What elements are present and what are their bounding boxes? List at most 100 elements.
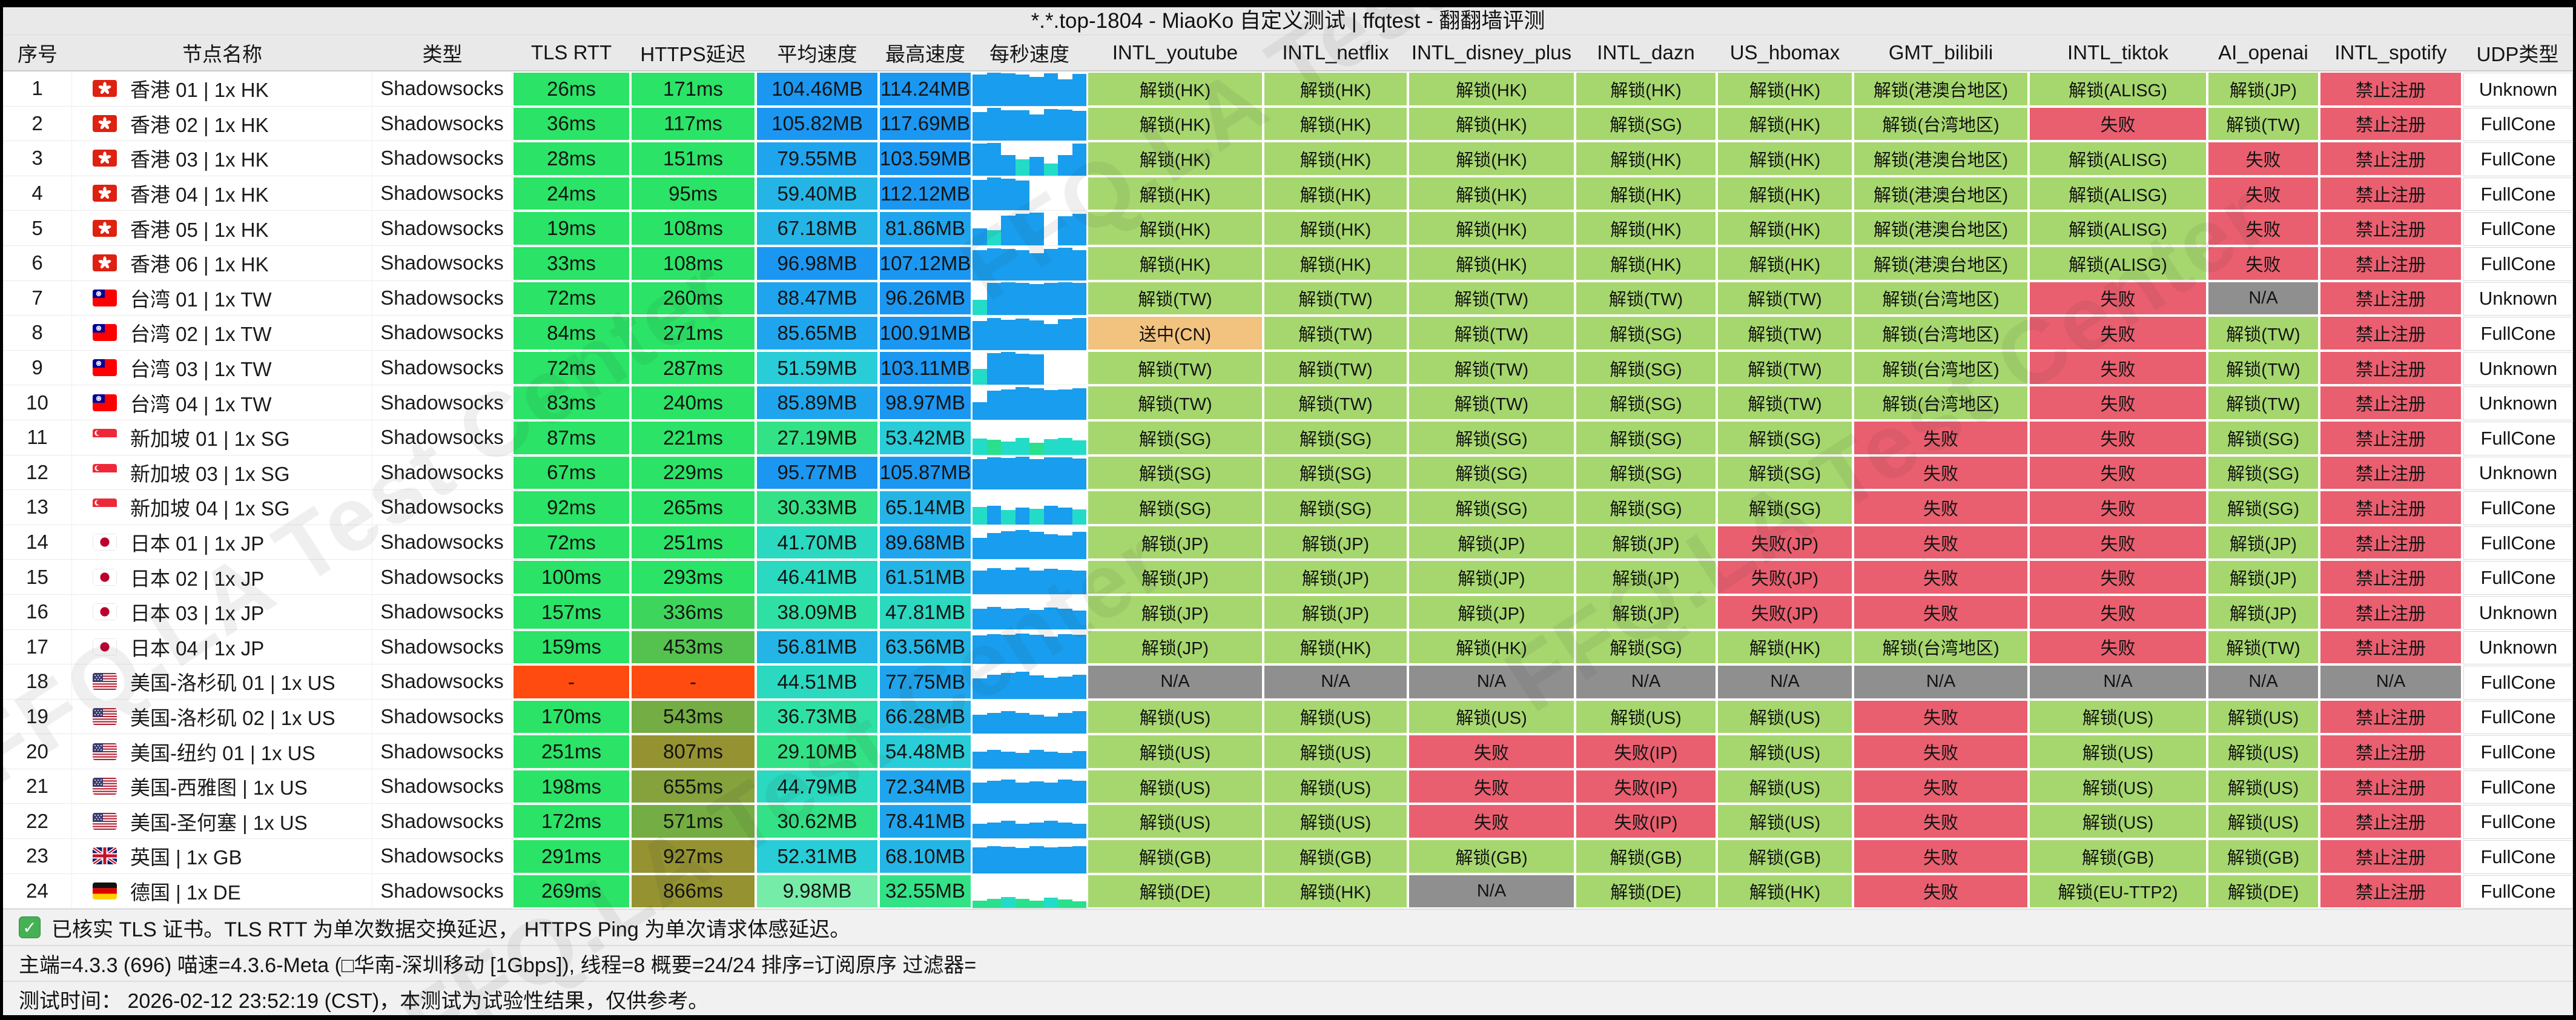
table-row: 23 英国 | 1x GB Shadowsocks 291ms 927ms 52.31MB… [3,839,2573,874]
flag-icon-jp [93,568,117,586]
node-name-cell: 美国-洛杉矶 02 | 1x US [72,699,372,735]
flag-icon-us [93,812,117,830]
unlock-status-disney: 解锁(HK) [1409,107,1574,141]
flag-icon-hk [93,185,117,202]
unlock-cell-spotify: 禁止注册 [2319,107,2462,142]
sparkline-bar [973,250,987,280]
unlock-cell-disney: 解锁(TW) [1408,385,1575,420]
unlock-cell-tiktok: 失败 [2029,351,2207,386]
column-header-tiktok: INTL_tiktok [2067,41,2168,64]
unlock-status-dazn: 解锁(HK) [1576,247,1716,280]
max-speed-cell-value: 100.91MB [880,317,971,349]
unlock-cell-spotify: 禁止注册 [2319,316,2462,351]
unlock-status-hbomax: 解锁(HK) [1718,107,1852,141]
max-speed-cell: 61.51MB [879,560,972,595]
udp-type-cell: FullCone [2462,874,2573,909]
unlock-cell-bilibili: 失败 [1853,455,2029,491]
unlock-status-openai: 失败 [2208,212,2318,245]
avg-speed-cell: 52.31MB [756,839,879,874]
tls-rtt-cell-value: 72ms [514,351,629,385]
table-row: 17 日本 04 | 1x JP Shadowsocks 159ms 453ms 56.8… [3,629,2573,665]
max-speed-cell-value: 77.75MB [880,666,971,698]
avg-speed-cell-value: 38.09MB [757,595,877,629]
unlock-status-spotify: N/A [2320,666,2461,698]
sparkline-bar [1072,750,1086,769]
sparkline-bar [1029,715,1044,734]
unlock-cell-youtube: 解锁(DE) [1087,874,1263,909]
sparkline-bar [1029,114,1044,141]
sparkline-bar [1001,608,1016,629]
unlock-cell-openai: 解锁(US) [2207,769,2319,804]
unlock-cell-bilibili: 失败 [1853,769,2029,804]
unlock-cell-netflix: 解锁(SG) [1263,420,1408,455]
tls-rtt-cell-value: 172ms [514,805,629,838]
unlock-status-spotify: 禁止注册 [2320,735,2461,768]
unlock-status-netflix: 解锁(HK) [1264,177,1407,210]
udp-type-cell: FullCone [2462,804,2573,840]
unlock-cell-youtube: 解锁(US) [1087,769,1263,804]
node-name: 美国-纽约 01 | 1x US [130,741,315,764]
unlock-cell-youtube: 解锁(JP) [1087,595,1263,630]
unlock-cell-dazn: 解锁(TW) [1575,281,1717,316]
unlock-cell-disney: 失败 [1408,769,1575,804]
unlock-cell-spotify: 禁止注册 [2319,281,2462,316]
sparkline-bar [1015,608,1029,629]
avg-speed-cell: 96.98MB [756,246,879,281]
unlock-cell-disney: 解锁(HK) [1408,176,1575,211]
unlock-status-bilibili: 失败 [1854,561,2027,594]
column-header-disney: INTL_disney_plus [1411,41,1572,64]
unlock-status-youtube: 解锁(TW) [1088,282,1262,315]
node-name-cell: 新加坡 03 | 1x SG [72,455,372,491]
unlock-cell-openai: 解锁(US) [2207,700,2319,735]
unlock-status-openai: 解锁(SG) [2208,491,2318,524]
unlock-status-bilibili: 解锁(港澳台地区) [1854,212,2027,245]
avg-speed-cell-value: 27.19MB [757,421,877,454]
unlock-cell-youtube: 解锁(US) [1087,734,1263,769]
unlock-cell-disney: 解锁(SG) [1408,420,1575,455]
sparkline-bar [1001,821,1016,839]
udp-type-cell: FullCone [2462,141,2573,176]
https-latency-cell: 240ms [630,385,756,420]
avg-speed-cell: 41.70MB [756,525,879,560]
sparkline-bar [1001,711,1016,734]
unlock-status-hbomax: 失败(JP) [1718,526,1852,559]
unlock-cell-dazn: 解锁(SG) [1575,455,1717,491]
row-index: 13 [3,490,72,525]
unlock-status-tiktok: 解锁(ALISG) [2030,177,2206,210]
unlock-cell-bilibili: 失败 [1853,874,2029,909]
unlock-cell-spotify: 禁止注册 [2319,455,2462,491]
node-name: 台湾 02 | 1x TW [130,323,272,346]
node-name-cell: 日本 04 | 1x JP [72,629,372,665]
column-header-name: 节点名称 [182,43,262,65]
https-latency-cell-value: 108ms [632,212,755,245]
unlock-cell-dazn: 失败(IP) [1575,769,1717,804]
speed-sparkline-chart [972,280,1087,316]
udp-type-value: FullCone [2463,735,2573,769]
unlock-cell-youtube: 解锁(JP) [1087,525,1263,560]
max-speed-cell: 103.11MB [879,351,972,386]
unlock-status-bilibili: 解锁(港澳台地区) [1854,247,2027,280]
unlock-status-youtube: 解锁(SG) [1088,421,1262,454]
sparkline-bar [986,781,1001,804]
avg-speed-cell: 36.73MB [756,700,879,735]
node-name-cell: 日本 02 | 1x JP [72,560,372,595]
sparkline-bar [1001,215,1016,245]
unlock-status-spotify: 禁止注册 [2320,73,2461,105]
sparkline-bar [1029,156,1044,176]
sparkline-bar [1072,213,1086,245]
unlock-status-openai: 解锁(TW) [2208,351,2318,385]
unlock-cell-netflix: 解锁(HK) [1263,71,1408,107]
udp-type-value: FullCone [2463,700,2573,735]
unlock-cell-hbomax: 解锁(US) [1717,734,1853,769]
unlock-status-dazn: 失败(IP) [1576,735,1716,768]
flag-icon-jp [93,534,117,551]
speed-sparkline-chart [972,839,1087,874]
sparkline-bar [1029,388,1044,420]
https-latency-cell: 293ms [630,560,756,595]
max-speed-cell: 65.14MB [879,490,972,525]
avg-speed-cell: 95.77MB [756,455,879,491]
unlock-status-tiktok: 解锁(GB) [2030,840,2206,873]
speed-sparkline-chart [972,350,1087,386]
unlock-cell-netflix: 解锁(HK) [1263,141,1408,176]
https-latency-cell-value: 453ms [632,631,755,664]
